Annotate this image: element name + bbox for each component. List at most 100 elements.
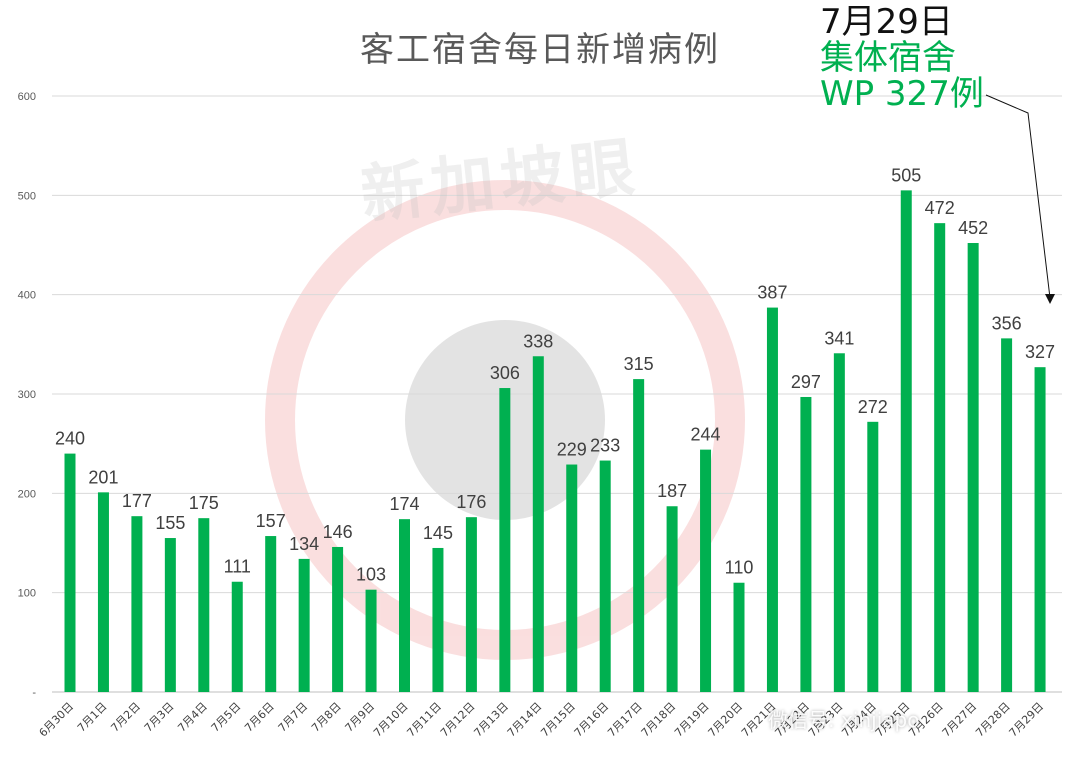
x-tick-label: 7月29日 — [1007, 700, 1047, 740]
x-tick-label: 7月18日 — [639, 700, 679, 740]
data-label: 341 — [824, 328, 854, 348]
bar — [900, 190, 912, 692]
x-tick-label: 7月10日 — [371, 700, 411, 740]
x-tick-label: 7月4日 — [175, 700, 210, 735]
bar — [164, 538, 176, 692]
y-axis-ticks: - 100 200 300 400 500 600 — [18, 91, 37, 699]
x-tick-label: 7月15日 — [538, 700, 578, 740]
annotation-arrow — [985, 94, 1055, 304]
data-label: 155 — [155, 513, 185, 533]
x-tick-label: 7月11日 — [404, 700, 444, 740]
x-tick-label: 7月8日 — [309, 700, 344, 735]
wechat-watermark: 微信号: xinjiapo — [768, 708, 920, 732]
bar — [399, 519, 410, 692]
annotation: 7月29日 集体宿舍 WP 327例 — [820, 4, 984, 112]
bar — [566, 464, 578, 692]
y-tick-label: 500 — [18, 190, 36, 202]
data-label: 472 — [925, 198, 955, 218]
y-tick-label: - — [32, 687, 36, 699]
bar — [97, 492, 109, 692]
data-label: 187 — [657, 481, 687, 501]
data-label: 103 — [356, 565, 386, 585]
bar — [499, 388, 511, 692]
bar — [231, 581, 243, 692]
chart-title: 客工宿舍每日新增病例 — [360, 30, 720, 70]
annotation-line1: 集体宿舍 — [820, 38, 956, 78]
data-label: 327 — [1025, 342, 1055, 362]
y-tick-label: 100 — [18, 588, 36, 600]
bar — [198, 518, 210, 692]
bar — [633, 379, 645, 692]
x-tick-label: 7月2日 — [108, 700, 143, 735]
annotation-date: 7月29日 — [820, 2, 953, 42]
x-tick-label: 7月1日 — [75, 700, 110, 735]
bars — [64, 190, 1046, 692]
data-label: 272 — [858, 397, 888, 417]
bar — [599, 460, 611, 692]
bar — [800, 396, 812, 692]
data-label: 176 — [456, 492, 486, 512]
data-label: 452 — [958, 218, 988, 238]
y-tick-label: 400 — [18, 290, 36, 302]
data-label: 175 — [189, 493, 219, 513]
data-label: 315 — [624, 354, 654, 374]
y-tick-label: 200 — [18, 488, 36, 500]
y-tick-label: 600 — [18, 91, 36, 103]
data-label: 174 — [389, 494, 419, 514]
bar — [1001, 338, 1013, 692]
x-tick-label: 7月17日 — [605, 700, 645, 740]
data-label: 505 — [891, 165, 921, 185]
data-label: 306 — [490, 363, 520, 383]
x-tick-label: 7月12日 — [438, 700, 478, 740]
x-tick-label: 7月7日 — [276, 700, 311, 735]
bar — [666, 506, 678, 692]
x-tick-label: 7月16日 — [572, 700, 612, 740]
x-tick-label: 7月28日 — [973, 700, 1013, 740]
annotation-line2: WP 327例 — [820, 74, 984, 114]
data-label: 134 — [289, 534, 319, 554]
bar — [833, 353, 845, 692]
x-tick-label: 7月3日 — [142, 700, 177, 735]
bar — [700, 449, 712, 692]
bar — [465, 517, 477, 692]
bar — [967, 243, 979, 692]
gridlines — [52, 95, 1062, 693]
bar — [265, 536, 277, 692]
bar — [332, 546, 344, 692]
x-tick-label: 7月20日 — [706, 700, 746, 740]
bar — [1034, 367, 1046, 692]
data-label: 110 — [725, 558, 754, 578]
data-label: 356 — [992, 313, 1022, 333]
bar — [298, 558, 310, 692]
bar — [131, 516, 143, 692]
bar — [365, 589, 377, 692]
bar — [733, 582, 745, 692]
data-label: 297 — [791, 372, 821, 392]
data-label: 240 — [55, 429, 85, 449]
data-label: 387 — [757, 283, 787, 303]
data-label: 111 — [224, 557, 251, 577]
bar — [934, 223, 946, 692]
data-label: 233 — [590, 436, 620, 456]
bar — [532, 356, 544, 692]
x-tick-label: 7月14日 — [505, 700, 545, 740]
x-tick-label: 7月6日 — [242, 700, 277, 735]
data-label: 177 — [122, 491, 152, 511]
bar — [432, 547, 444, 692]
y-tick-label: 300 — [18, 389, 36, 401]
x-tick-label: 6月30日 — [37, 700, 77, 740]
data-label: 145 — [423, 523, 453, 543]
data-label: 157 — [256, 511, 286, 531]
data-label: 201 — [88, 467, 118, 487]
data-label: 244 — [691, 425, 721, 445]
x-tick-label: 7月13日 — [471, 700, 511, 740]
x-tick-label: 7月27日 — [940, 700, 980, 740]
x-tick-label: 7月19日 — [672, 700, 712, 740]
x-tick-label: 7月5日 — [209, 700, 244, 735]
bar — [867, 421, 879, 692]
bar — [64, 453, 76, 692]
data-label: 338 — [523, 331, 553, 351]
data-label: 229 — [557, 440, 587, 460]
